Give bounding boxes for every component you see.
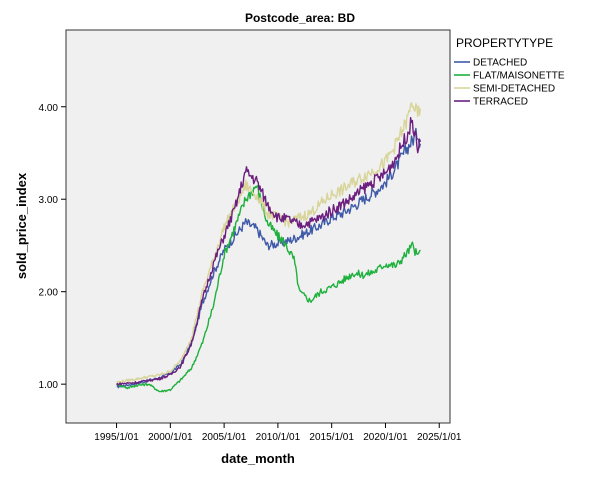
- x-tick-label: 2015/1/01: [309, 432, 354, 443]
- series-lines: [116, 102, 422, 393]
- y-tick-label: 2.00: [39, 288, 59, 299]
- x-axis-label: date_month: [221, 451, 295, 466]
- series-line-semi-detached: [116, 102, 422, 384]
- series-line-detached: [116, 127, 422, 389]
- x-tick-label: 2025/1/01: [417, 432, 462, 443]
- legend-label: FLAT/MAISONETTE: [473, 71, 565, 82]
- x-tick-label: 2005/1/01: [202, 432, 247, 443]
- legend-label: DETACHED: [473, 58, 527, 69]
- y-axis-label: sold_price_index: [14, 172, 29, 279]
- x-tick-label: 2000/1/01: [148, 432, 193, 443]
- x-tick-label: 2020/1/01: [363, 432, 408, 443]
- x-axis: 1995/1/01 2000/1/01 2005/1/01 2010/1/01 2015…: [94, 423, 462, 443]
- y-tick-label: 4.00: [39, 103, 59, 114]
- legend: PROPERTYTYPE DETACHED FLAT/MAISONETTE SEMI…: [454, 36, 565, 108]
- y-axis: 1.00 2.00 3.00 4.00: [39, 103, 66, 391]
- series-line-flat-maisonette: [116, 185, 421, 393]
- y-tick-label: 1.00: [39, 380, 59, 391]
- legend-label: SEMI-DETACHED: [473, 84, 555, 95]
- x-tick-label: 1995/1/01: [94, 432, 139, 443]
- x-tick-label: 2010/1/01: [256, 432, 301, 443]
- series-line-terraced: [116, 117, 422, 386]
- legend-title: PROPERTYTYPE: [456, 36, 553, 50]
- plot-area: [65, 29, 451, 424]
- legend-label: TERRACED: [473, 97, 528, 108]
- chart-title: Postcode_area: BD: [245, 11, 355, 25]
- y-tick-label: 3.00: [39, 195, 59, 206]
